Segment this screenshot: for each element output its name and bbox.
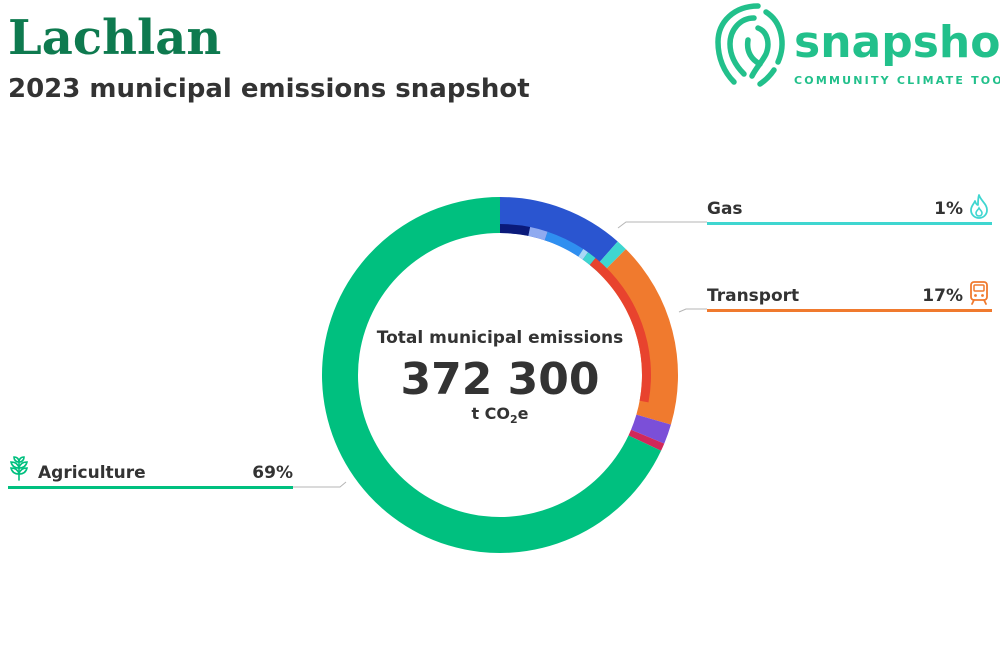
callout-gas-percent: 1% xyxy=(934,199,963,219)
outer-slice-3[interactable] xyxy=(631,414,671,444)
callout-transport[interactable]: Transport 17% xyxy=(707,272,992,312)
inner-slice-4[interactable] xyxy=(582,252,596,266)
inner-slice-5[interactable] xyxy=(589,258,651,403)
snapshot-logo[interactable]: snapshot COMMUNITY CLIMATE TOOL xyxy=(712,0,1000,95)
inner-slice-0[interactable] xyxy=(500,224,531,236)
flame-icon xyxy=(970,194,988,219)
callout-agriculture-label: Agriculture xyxy=(38,463,146,483)
logo-tagline: COMMUNITY CLIMATE TOOL xyxy=(794,74,1000,87)
outer-slice-4[interactable] xyxy=(628,429,665,451)
agriculture-leader-line xyxy=(293,481,347,488)
inner-slice-2[interactable] xyxy=(544,231,584,257)
callout-transport-rule xyxy=(707,309,992,312)
total-emissions-unit: t CO2e xyxy=(471,404,529,427)
report-subtitle: 2023 municipal emissions snapshot xyxy=(8,74,530,104)
callout-gas-label: Gas xyxy=(707,199,743,219)
callout-agriculture-rule xyxy=(8,486,293,489)
outer-slice-0[interactable] xyxy=(500,197,618,269)
train-icon xyxy=(970,281,988,305)
total-emissions-label: Total municipal emissions xyxy=(376,328,624,348)
callout-transport-label: Transport xyxy=(707,286,800,306)
wheat-icon xyxy=(9,456,29,481)
inner-slice-1[interactable] xyxy=(528,227,548,241)
callout-agriculture-percent: 69% xyxy=(252,463,293,483)
callout-gas[interactable]: Gas 1% xyxy=(707,185,992,225)
gas-leader-line xyxy=(617,221,707,229)
region-title: Lachlan xyxy=(8,10,222,66)
fingerprint-icon xyxy=(715,3,785,87)
inner-slice-3[interactable] xyxy=(578,249,588,260)
logo-wordmark: snapshot xyxy=(794,17,1000,68)
callout-gas-rule xyxy=(707,222,992,225)
transport-leader-line xyxy=(678,308,707,313)
total-emissions-value: 372 300 xyxy=(400,354,600,405)
callout-transport-percent: 17% xyxy=(922,286,963,306)
callout-agriculture[interactable]: Agriculture 69% xyxy=(8,449,293,489)
